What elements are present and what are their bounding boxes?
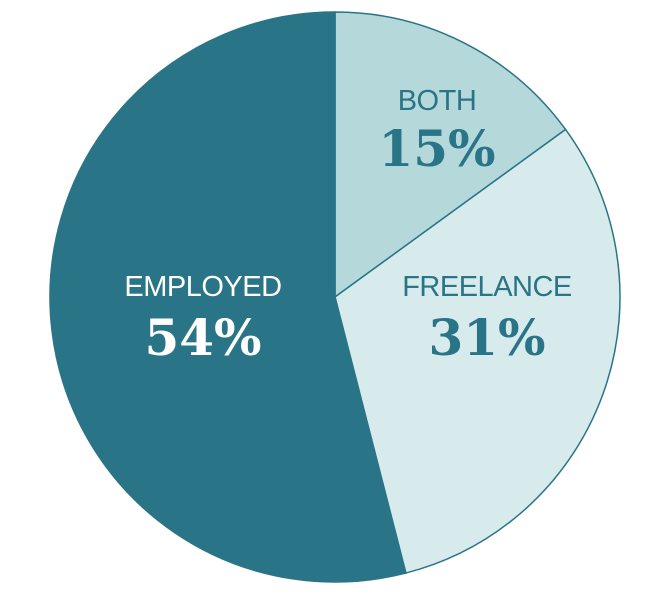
slice-value-both: 15% bbox=[378, 119, 495, 178]
slice-label-both: BOTH bbox=[398, 85, 477, 117]
pie-slice-employed bbox=[49, 11, 407, 583]
pie-slices bbox=[49, 11, 621, 583]
slice-value-employed: 54% bbox=[144, 308, 261, 367]
pie-slice-freelance bbox=[334, 128, 621, 574]
slice-value-freelance: 31% bbox=[428, 308, 545, 367]
slice-label-employed: EMPLOYED bbox=[124, 271, 281, 303]
pie-slice-both bbox=[334, 11, 567, 299]
slice-label-freelance: FREELANCE bbox=[402, 271, 572, 303]
